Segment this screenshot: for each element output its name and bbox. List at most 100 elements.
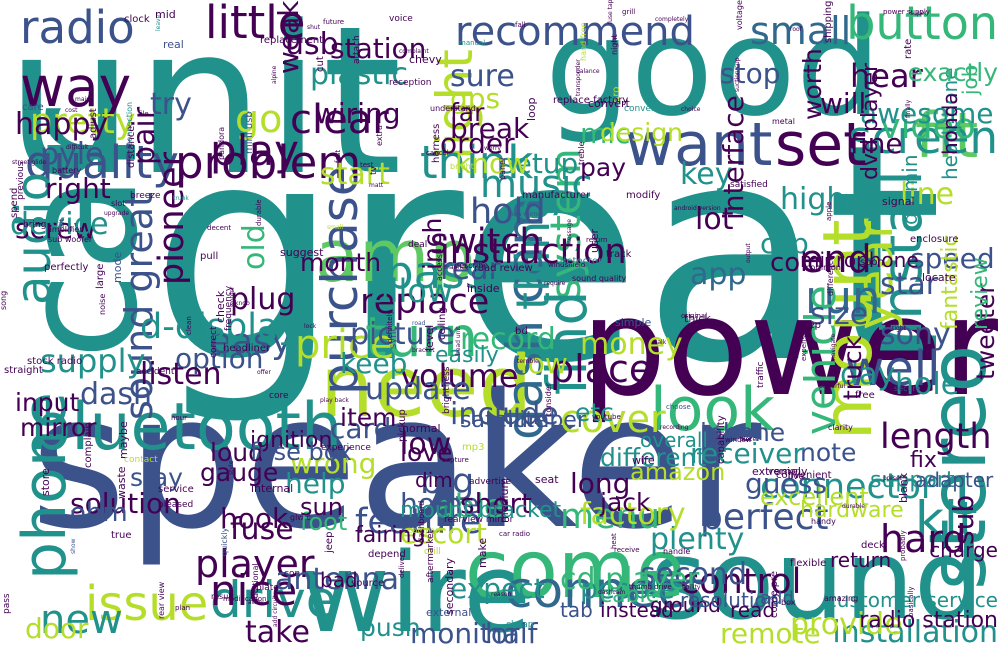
word-shipping: shipping bbox=[823, 0, 834, 43]
word-convenient: convenient bbox=[776, 470, 832, 481]
word-bad: bad bbox=[320, 568, 358, 592]
word-stop: stop bbox=[720, 57, 781, 90]
word-mid: mid bbox=[155, 8, 176, 21]
word-screen: screen bbox=[848, 111, 998, 164]
word-radio-station: radio station bbox=[859, 608, 998, 633]
word-locate: locate bbox=[922, 271, 956, 284]
word-modify: modify bbox=[626, 190, 661, 201]
word-access: access bbox=[435, 254, 444, 281]
word-satisfied: satisfied bbox=[730, 180, 768, 190]
word-loud: loud bbox=[210, 438, 264, 467]
word-enclosure: enclosure bbox=[910, 234, 959, 245]
word-night: night bbox=[610, 34, 619, 55]
word-key: key bbox=[680, 157, 733, 192]
word-input: input bbox=[15, 388, 80, 417]
word-will: will bbox=[820, 87, 867, 120]
word-small: small bbox=[327, 224, 343, 231]
word-support: support bbox=[870, 468, 955, 493]
word-d-display: d-display bbox=[140, 307, 300, 347]
word-fast: fast bbox=[334, 149, 342, 163]
word-mic: mic bbox=[580, 117, 631, 150]
word-worth: worth bbox=[798, 48, 827, 120]
word-dashboard: dashboard bbox=[417, 500, 426, 543]
word-cost: cost bbox=[65, 107, 78, 114]
word-monitor: monitor bbox=[410, 617, 520, 650]
word-service: service bbox=[158, 484, 194, 495]
word-tab: tab bbox=[560, 598, 593, 622]
word-cancel: cancel bbox=[426, 149, 449, 157]
word-app: app bbox=[690, 257, 747, 292]
word-station: station bbox=[330, 32, 427, 65]
word-box: box bbox=[781, 598, 796, 607]
word-pull: pull bbox=[200, 251, 219, 262]
word-add-circuit: add circuit bbox=[272, 595, 279, 627]
word-gps: gps bbox=[450, 82, 501, 115]
word-dash: dash bbox=[80, 377, 153, 412]
word-probably: probably bbox=[899, 530, 907, 561]
word-mp3: mp3 bbox=[462, 442, 485, 453]
word-piece: piece bbox=[740, 436, 757, 443]
word-replace-factory: replace factory bbox=[553, 95, 629, 106]
word-finally: finally bbox=[905, 99, 912, 118]
word-window: window bbox=[725, 436, 752, 444]
word-volume: volume bbox=[400, 357, 519, 395]
word-mirror: mirror bbox=[20, 413, 97, 442]
word-price: price bbox=[295, 322, 395, 368]
word-record: record bbox=[460, 322, 556, 357]
word-pass: pass bbox=[2, 593, 12, 614]
word-go: go bbox=[235, 97, 283, 141]
word-clarity: clarity bbox=[828, 423, 853, 432]
word-describe: describe bbox=[454, 261, 489, 270]
word-durable: durable bbox=[842, 503, 865, 510]
word-plate: plate bbox=[256, 583, 279, 593]
word-stay: stay bbox=[130, 463, 183, 492]
word-pay: pay bbox=[580, 153, 626, 182]
word-honda: honda bbox=[938, 92, 962, 155]
word-wrong: wrong bbox=[290, 447, 377, 480]
word-satellite: satellite bbox=[460, 408, 548, 433]
word-perfect: perfect bbox=[700, 497, 829, 538]
word-ability: ability bbox=[682, 584, 701, 591]
word-solution: solution bbox=[70, 487, 181, 520]
word-completely: completely bbox=[655, 16, 689, 23]
word-nice: nice bbox=[210, 566, 298, 615]
word-help: help bbox=[285, 467, 346, 500]
word-terrible: terrible bbox=[517, 358, 539, 365]
word-headliner: headliner bbox=[223, 343, 271, 354]
word-ground: ground bbox=[650, 593, 721, 617]
word-button: button bbox=[846, 0, 998, 50]
word-harness: harness bbox=[431, 123, 442, 163]
word-bass: bass bbox=[385, 246, 489, 299]
word-hold: hold bbox=[470, 192, 546, 232]
word-device: device bbox=[10, 207, 109, 242]
word-secure: secure bbox=[894, 384, 921, 393]
word-hole: hole bbox=[895, 367, 960, 402]
word-sound-quality: sound quality bbox=[572, 274, 627, 283]
word-easy: easy bbox=[210, 322, 292, 362]
word-think: think bbox=[420, 136, 534, 189]
word-choose: choose bbox=[666, 403, 691, 411]
word-apple: apple bbox=[825, 201, 833, 221]
word-matt: matt bbox=[369, 182, 384, 189]
word-output: output bbox=[745, 243, 752, 263]
word-rear: rear bbox=[440, 252, 501, 287]
word-dashcam: dashcam bbox=[598, 589, 626, 596]
word-future: future bbox=[323, 18, 345, 26]
word-clock: clock bbox=[124, 14, 150, 25]
word-break: break bbox=[450, 112, 530, 145]
word-kit: kit bbox=[915, 491, 978, 549]
word-woofer: woofer bbox=[229, 286, 236, 307]
word-fairing: fairing bbox=[355, 523, 426, 548]
word-external: external bbox=[426, 606, 472, 619]
word-cover: cover bbox=[560, 397, 666, 441]
word-high: high bbox=[780, 182, 846, 217]
word-mount-bracket: mount bracket bbox=[400, 498, 562, 523]
word-day: day bbox=[840, 357, 896, 392]
word-normal: normal bbox=[402, 422, 441, 435]
word-fuse-tap: fuse tap bbox=[607, 0, 614, 25]
word-bd: bd bbox=[515, 326, 528, 337]
word-tv: tv bbox=[369, 166, 379, 175]
word-transponder: transponder bbox=[575, 59, 582, 96]
word-tight: tight bbox=[892, 325, 906, 332]
